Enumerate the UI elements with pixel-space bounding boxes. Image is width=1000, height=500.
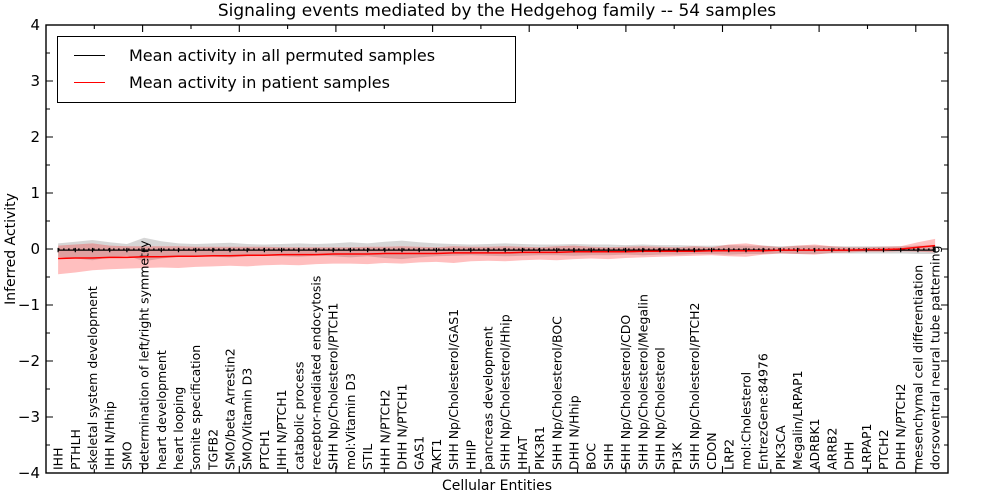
x-tick-label: mesenchymal cell differentiation xyxy=(910,265,925,470)
x-tick-label: SMO/Vitamin D3 xyxy=(240,368,255,470)
x-tick-label: heart looping xyxy=(171,387,186,470)
x-tick-label: IHH xyxy=(51,448,66,471)
x-tick-label: HHAT xyxy=(515,436,530,470)
x-tick-label: dorsoventral neural tube patterning xyxy=(928,246,943,471)
x-tick-label: DHH N/Hhip xyxy=(567,395,582,470)
y-tick-label: −4 xyxy=(17,464,40,482)
x-tick-label: PIK3R1 xyxy=(532,426,547,470)
x-tick-label: determination of left/right symmetry xyxy=(137,240,152,470)
x-tick-label: HHIP xyxy=(463,440,478,470)
x-axis-label: Cellular Entities xyxy=(441,478,553,494)
x-tick-label: SHH Np/Cholesterol/Megalin xyxy=(635,294,650,470)
y-tick-label: 2 xyxy=(30,128,40,146)
y-tick-label: −3 xyxy=(17,408,40,426)
x-tick-label: ADRBK1 xyxy=(807,418,822,470)
y-tick-label: 1 xyxy=(30,184,40,202)
x-tick-label: Megalin/LRPAP1 xyxy=(790,370,805,470)
x-tick-label: SHH Np/Cholesterol/PTCH1 xyxy=(326,303,341,471)
x-tick-label: IHH N/PTCH2 xyxy=(377,389,392,470)
x-tick-label: SHH Np/Cholesterol/GAS1 xyxy=(446,309,461,470)
y-tick-label: −2 xyxy=(17,352,40,370)
patient-mean-line xyxy=(58,244,936,260)
x-tick-label: pancreas development xyxy=(481,326,496,470)
x-tick-label: GAS1 xyxy=(412,436,427,470)
x-tick-label: SHH Np/Cholesterol/PTCH2 xyxy=(687,303,702,471)
y-tick-label: 0 xyxy=(30,240,40,258)
x-tick-label: DHH N/PTCH1 xyxy=(395,384,410,470)
x-tick-label: BOC xyxy=(584,443,599,470)
chart-title: Signaling events mediated by the Hedgeho… xyxy=(217,1,777,21)
x-tick-label: SHH Np/Cholesterol/BOC xyxy=(549,316,564,470)
x-tick-label: ARRB2 xyxy=(824,428,839,470)
x-tick-label: AKT1 xyxy=(429,439,444,470)
permuted-point-markers xyxy=(57,247,936,253)
patient-line-sample xyxy=(74,82,105,83)
x-tick-label: PTHLH xyxy=(68,429,83,470)
x-tick-label: SMO/beta Arrestin2 xyxy=(223,348,238,470)
legend-entry-permuted: Mean activity in all permuted samples xyxy=(58,42,515,69)
x-tick-label: SMO xyxy=(119,441,134,470)
x-tick-label: IHH N/PTCH1 xyxy=(274,389,289,470)
x-tick-label: PTCH1 xyxy=(257,429,272,470)
x-tick-label: somite specification xyxy=(188,345,203,470)
x-tick-label: mol:Cholesterol xyxy=(739,372,754,470)
x-tick-label: receptor-mediated endocytosis xyxy=(309,276,324,470)
patient-samples-band xyxy=(58,238,936,275)
x-tick-label: skeletal system development xyxy=(85,286,100,470)
y-tick-label: 3 xyxy=(30,72,40,90)
y-tick-label: −1 xyxy=(17,296,40,314)
x-tick-label: heart development xyxy=(154,350,169,470)
x-tick-label: PIK3CA xyxy=(773,425,788,470)
x-tick-label: LRPAP1 xyxy=(859,424,874,470)
x-tick-label: SHH Np/Cholesterol/CDO xyxy=(618,315,633,470)
x-tick-label: LRP2 xyxy=(721,439,736,470)
x-tick-label: TGFB2 xyxy=(205,429,220,471)
legend: Mean activity in all permuted samples Me… xyxy=(57,36,516,103)
x-tick-label: PTCH2 xyxy=(876,429,891,470)
x-tick-label: SHH Np/Cholesterol/Hhip xyxy=(498,314,513,470)
x-tick-label: PI3K xyxy=(670,442,685,470)
legend-entry-patient: Mean activity in patient samples xyxy=(58,69,515,96)
x-tick-label: CDON xyxy=(704,432,719,470)
x-tick-label: STIL xyxy=(360,444,375,470)
x-tick-label: mol:Vitamin D3 xyxy=(343,373,358,470)
x-tick-label: EntrezGene:84976 xyxy=(756,353,771,470)
x-tick-label: SHH Np/Cholesterol xyxy=(653,347,668,470)
legend-label-patient: Mean activity in patient samples xyxy=(129,73,390,92)
x-tick-label: IHH N/Hhip xyxy=(102,401,117,470)
x-tick-label: catabolic process xyxy=(291,361,306,470)
tick-marks xyxy=(46,24,948,474)
legend-label-permuted: Mean activity in all permuted samples xyxy=(129,46,436,65)
y-tick-label: 4 xyxy=(30,16,40,34)
permuted-line-sample xyxy=(74,55,105,56)
x-tick-label: SHH xyxy=(601,443,616,470)
x-tick-label: DHH xyxy=(842,442,857,470)
x-tick-label: DHH N/PTCH2 xyxy=(893,384,908,470)
